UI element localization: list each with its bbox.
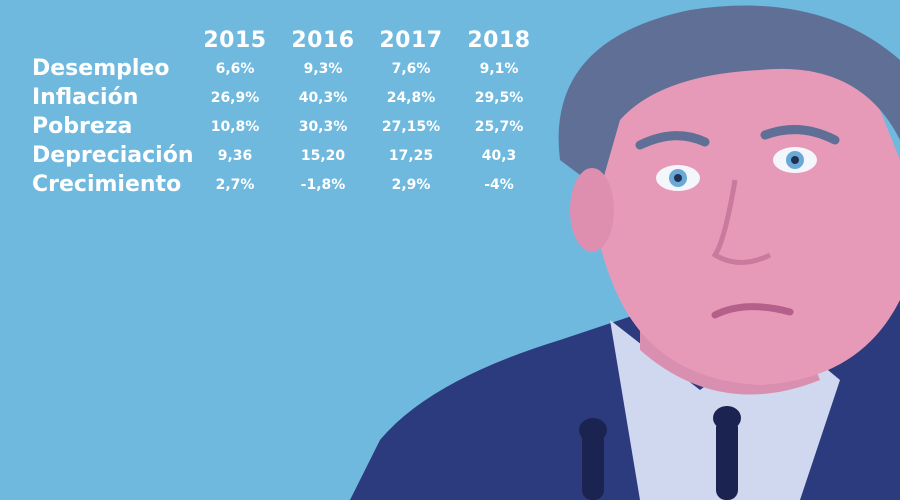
table-cell: 29,5% <box>474 90 524 106</box>
table-cell: 6,6% <box>215 61 255 77</box>
table-cell: 30,3% <box>298 119 348 135</box>
row-label: Desempleo <box>32 56 170 81</box>
row-label: Inflación <box>32 85 139 110</box>
table-cell: 9,36 <box>217 148 253 164</box>
year-header: 2016 <box>291 28 355 53</box>
microphone-right <box>716 418 738 500</box>
portrait-nose <box>711 179 772 265</box>
microphone-left <box>582 430 604 500</box>
table-cell: 26,9% <box>210 90 260 106</box>
portrait-ear <box>570 168 614 252</box>
table-cell: 9,3% <box>303 61 343 77</box>
year-header: 2015 <box>203 28 267 53</box>
row-label: Pobreza <box>32 114 133 139</box>
table-cell: 2,7% <box>215 177 255 193</box>
table-cell: 10,8% <box>210 119 260 135</box>
table-cell: 15,20 <box>300 148 346 164</box>
portrait-eyebrow-right <box>760 125 840 145</box>
row-label: Crecimiento <box>32 172 182 197</box>
table-cell: 24,8% <box>386 90 436 106</box>
portrait-mouth <box>711 303 794 319</box>
portrait-eyebrow-left <box>635 131 710 150</box>
table-cell: -4% <box>484 177 514 193</box>
table-cell: 40,3% <box>298 90 348 106</box>
year-header: 2018 <box>467 28 531 53</box>
table-cell: 2,9% <box>391 177 431 193</box>
portrait-face <box>589 29 900 385</box>
portrait-hair <box>558 5 900 190</box>
table-cell: 25,7% <box>474 119 524 135</box>
table-cell: -1,8% <box>300 177 346 193</box>
table-cell: 17,25 <box>388 148 434 164</box>
table-cell: 27,15% <box>381 119 441 135</box>
table-cell: 9,1% <box>479 61 519 77</box>
row-label: Depreciación <box>32 143 194 168</box>
table-cell: 40,3 <box>481 148 517 164</box>
year-header: 2017 <box>379 28 443 53</box>
table-cell: 7,6% <box>391 61 431 77</box>
